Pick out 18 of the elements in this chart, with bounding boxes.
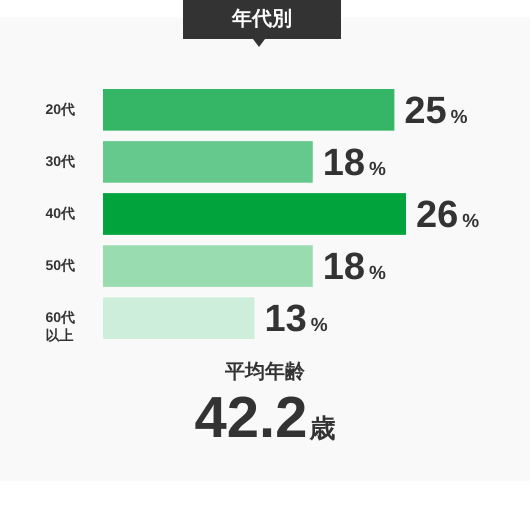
bar <box>103 193 406 235</box>
chart-title: 年代別 <box>183 0 341 39</box>
y-tick-label: 30代 <box>46 152 76 169</box>
y-tick-label: 50代 <box>46 257 76 274</box>
bar <box>103 297 254 339</box>
data-label: 26% <box>416 194 480 236</box>
data-label: 18% <box>322 142 386 184</box>
y-tick-label: 40代 <box>46 205 76 221</box>
bar <box>103 245 313 287</box>
text: 平均年齢 <box>225 360 305 385</box>
data-label: 18% <box>322 246 386 288</box>
text: 42.2歳 <box>194 385 336 452</box>
data-label: 25% <box>404 90 468 132</box>
bar <box>103 89 394 131</box>
data-label: 13% <box>264 298 328 340</box>
y-tick-label: 20代 <box>46 100 76 117</box>
bar <box>103 141 313 183</box>
y-tick-label: 60代以上 <box>46 309 76 344</box>
